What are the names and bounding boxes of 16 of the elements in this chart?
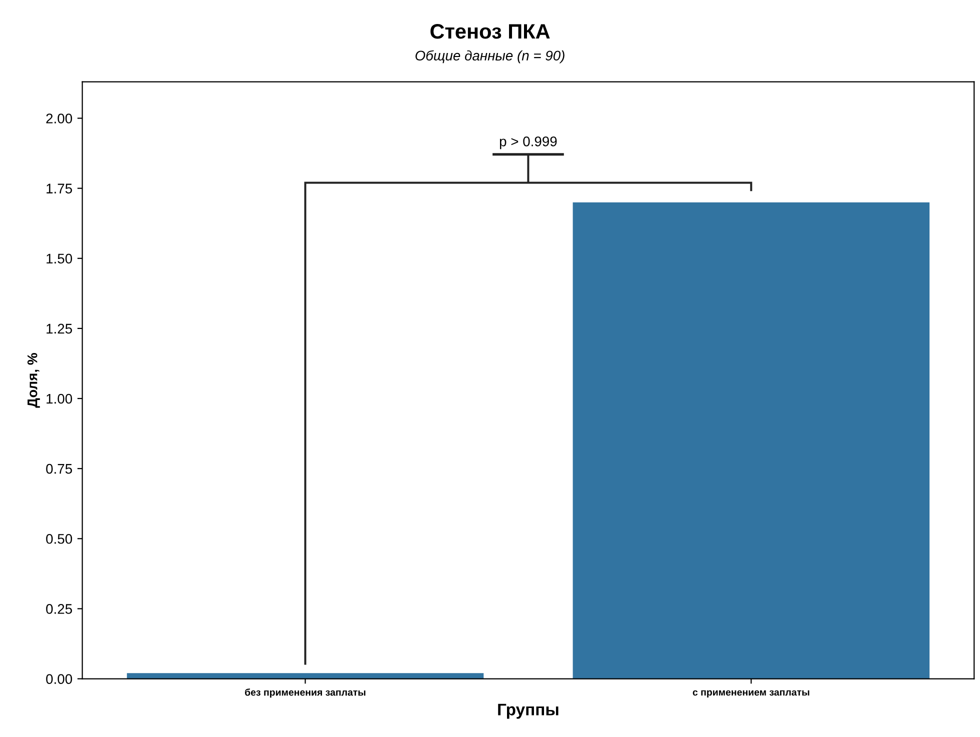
chart-subtitle: Общие данные (n = 90) <box>416 50 564 64</box>
annotation: p > 0.999 <box>500 136 557 150</box>
y-tick-label: 0.50 <box>46 534 72 544</box>
chart-title: Стеноз ПКА <box>430 24 550 39</box>
x-tick-label: с применением заплаты <box>692 690 810 698</box>
y-tick-label: 0.00 <box>46 674 72 684</box>
y-axis-title: Доля, % <box>27 353 40 408</box>
y-tick-label: 0.25 <box>46 604 72 614</box>
y-tick-label: 2.00 <box>46 114 72 124</box>
y-tick-label: 1.50 <box>46 254 72 264</box>
x-tick-label: без применения заплаты <box>244 688 366 698</box>
x-axis-title: Группы <box>498 704 558 719</box>
y-tick-label: 1.75 <box>46 184 72 194</box>
y-tick-label: 1.25 <box>46 324 72 334</box>
y-tick-label: 1.00 <box>46 394 72 404</box>
y-tick-label: 0.75 <box>46 464 72 474</box>
